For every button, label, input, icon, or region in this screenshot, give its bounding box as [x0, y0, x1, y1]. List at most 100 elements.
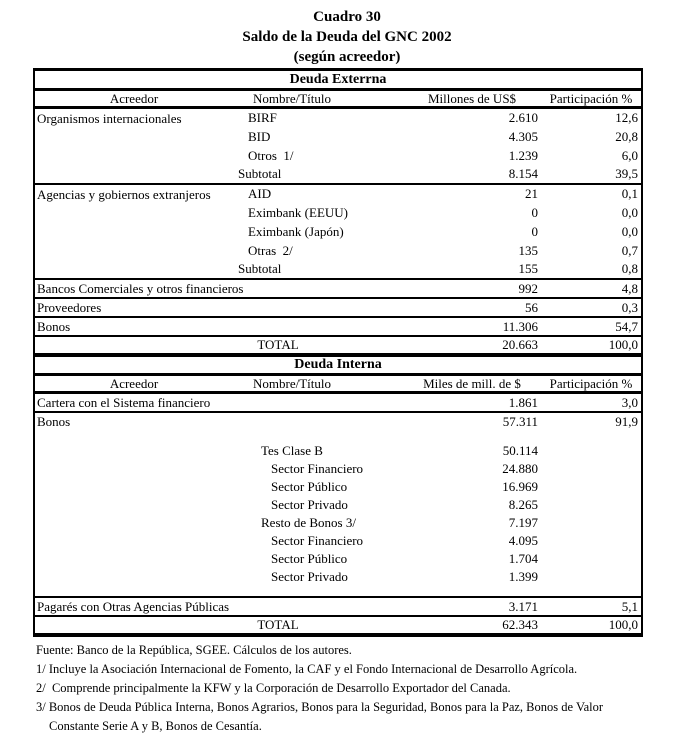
- row-bid: BID 4.305 20,8: [34, 127, 642, 146]
- cell-birf-part: 12,6: [615, 110, 639, 126]
- cell-otros1-part: 6,0: [621, 147, 639, 163]
- section-header-externa: Deuda Exterrna: [34, 69, 643, 91]
- cell-pagares-acreedor: Pagarés con Otras Agencias Públicas: [34, 595, 421, 617]
- cell-empty: [34, 532, 233, 550]
- cell-total-ext-valor: 20.663: [421, 335, 541, 357]
- row-tes-sector-publico: Sector Público 16.969: [34, 478, 642, 496]
- row-tes-clase-b: Tes Clase B 50.114: [34, 442, 642, 460]
- row-proveedores: Proveedores 56 0,3: [34, 297, 643, 318]
- row-eximbank-eeuu: Eximbank (EEUU) 0 0,0: [34, 203, 642, 222]
- cell-proveedores-part: 0,3: [541, 297, 643, 318]
- cell-total-ext-label: TOTAL: [34, 335, 421, 357]
- cell-resto-bonos-nombre: Resto de Bonos 3/: [261, 515, 356, 530]
- cell-total-ext-part: 100,0: [541, 335, 643, 357]
- cell-otros1-nombre: Otros 1/: [248, 147, 294, 163]
- title-block: Cuadro 30 Saldo de la Deuda del GNC 2002…: [0, 0, 694, 67]
- row-otras-2: Otras 2/ 135 0,7: [34, 241, 642, 260]
- cell-bancos-valor: 992: [421, 278, 541, 299]
- cell-empty: [541, 496, 642, 514]
- cell-acreedor-agencias: Agencias y gobiernos extranjeros: [34, 183, 233, 280]
- cell-birf-nombre: BIRF: [248, 110, 277, 126]
- cell-empty: [34, 568, 233, 586]
- cell-tes-clase-b-valor: 50.114: [502, 443, 538, 458]
- row-subtotal-agencias: Subtotal 155 0,8: [34, 259, 643, 280]
- row-total-interna: TOTAL 62.343 100,0: [34, 616, 642, 635]
- col-header-valor-int: Miles de mill. de $: [421, 374, 541, 394]
- col-header-part-int: Participación %: [541, 374, 643, 394]
- cell-empty: [34, 442, 233, 460]
- cell-total-int-valor: 62.343: [502, 617, 538, 632]
- footnote-3-line1: 3/ Bonos de Deuda Pública Interna, Bonos…: [36, 699, 604, 714]
- cell-empty: [34, 478, 233, 496]
- cell-tes-sector-fin-valor: 24.880: [502, 461, 538, 476]
- footnote-2: 2/ Comprende principalmente la KFW y la …: [36, 680, 511, 695]
- spacer-cell: [34, 431, 642, 442]
- header-row-externa: Acreedor Nombre/Título Millones de US$ P…: [34, 89, 643, 109]
- page-title-line2: Saldo de la Deuda del GNC 2002: [242, 29, 452, 45]
- col-header-part-ext: Participación %: [541, 89, 643, 109]
- cell-eximbank-japon-nombre: Eximbank (Japón): [248, 223, 344, 239]
- cell-eximbank-eeuu-valor: 0: [531, 204, 539, 220]
- cell-empty: [541, 442, 642, 460]
- row-tes-sector-privado: Sector Privado 8.265: [34, 496, 642, 514]
- row-aid: Agencias y gobiernos extranjeros AID 21 …: [34, 183, 642, 280]
- footnotes-block: Fuente: Banco de la República, SGEE. Cál…: [36, 641, 694, 736]
- cell-tes-sector-priv-nombre: Sector Privado: [271, 497, 348, 512]
- cell-subtotal-age-valor: 155: [421, 259, 541, 280]
- col-header-acreedor-int: Acreedor: [34, 374, 233, 394]
- cell-eximbank-eeuu-nombre: Eximbank (EEUU): [248, 204, 349, 220]
- cell-subtotal-org-valor: 8.154: [421, 164, 541, 185]
- cell-resto-sector-fin-nombre: Sector Financiero: [271, 533, 364, 548]
- cell-eximbank-japon-part: 0,0: [621, 223, 639, 239]
- cell-total-int-part: 100,0: [608, 617, 639, 632]
- cell-pagares-valor: 3.171: [421, 595, 541, 617]
- cell-eximbank-eeuu-part: 0,0: [621, 204, 639, 220]
- row-otros-1: Otros 1/ 1.239 6,0: [34, 146, 642, 165]
- row-resto-de-bonos: Resto de Bonos 3/ 7.197: [34, 514, 642, 532]
- debt-table: Deuda Exterrna Acreedor Nombre/Título Mi…: [33, 68, 644, 637]
- cell-resto-sector-fin-valor: 4.095: [508, 533, 538, 548]
- cell-tes-sector-pub-nombre: Sector Público: [271, 479, 348, 494]
- spacer-row: [34, 431, 642, 442]
- cell-bonos-ext-part: 54,7: [541, 316, 643, 337]
- cell-otras2-part: 0,7: [621, 242, 639, 258]
- cell-otras2-valor: 135: [518, 242, 539, 258]
- cell-aid-part: 0,1: [621, 186, 639, 201]
- row-total-externa: TOTAL 20.663 100,0: [34, 335, 643, 357]
- cell-tes-sector-priv-valor: 8.265: [508, 497, 538, 512]
- cell-resto-sector-priv-nombre: Sector Privado: [271, 569, 348, 584]
- row-tes-sector-financiero: Sector Financiero 24.880: [34, 460, 642, 478]
- row-pagares: Pagarés con Otras Agencias Públicas 3.17…: [34, 595, 643, 617]
- footnote-fuente: Fuente: Banco de la República, SGEE. Cál…: [36, 642, 352, 657]
- cell-otras2-nombre: Otras 2/: [248, 242, 293, 258]
- cell-tes-clase-b-nombre: Tes Clase B: [261, 443, 323, 458]
- cell-acreedor-organismos: Organismos internacionales: [34, 107, 233, 185]
- footnote-3-line2: Constante Serie A y B, Bonos de Cesantía…: [49, 718, 262, 733]
- cell-empty: [541, 550, 642, 568]
- row-subtotal-organismos: Subtotal 8.154 39,5: [34, 164, 643, 185]
- cell-cartera-acreedor: Cartera con el Sistema financiero: [34, 392, 421, 413]
- cell-subtotal-org-nombre: Subtotal: [233, 164, 421, 185]
- cell-resto-sector-pub-nombre: Sector Público: [271, 551, 348, 566]
- cell-empty: [34, 496, 233, 514]
- cell-bid-valor: 4.305: [508, 128, 538, 144]
- row-bonos-interna: Bonos 57.311 91,9: [34, 412, 642, 431]
- cell-empty: [541, 460, 642, 478]
- section-row-externa: Deuda Exterrna: [34, 69, 643, 91]
- cell-empty: [541, 514, 642, 532]
- row-birf: Organismos internacionales BIRF 2.610 12…: [34, 107, 642, 185]
- cell-proveedores-valor: 56: [421, 297, 541, 318]
- row-resto-sector-publico: Sector Público 1.704: [34, 550, 642, 568]
- cell-bancos-part: 4,8: [541, 278, 643, 299]
- col-header-nombre-int: Nombre/Título: [233, 374, 421, 394]
- cell-pagares-part: 5,1: [541, 595, 643, 617]
- cell-resto-bonos-valor: 7.197: [508, 515, 538, 530]
- page-title-line1: Cuadro 30: [313, 9, 381, 25]
- cell-total-int-label: TOTAL: [257, 617, 299, 632]
- col-header-nombre-ext: Nombre/Título: [233, 89, 421, 109]
- row-eximbank-japon: Eximbank (Japón) 0 0,0: [34, 222, 642, 241]
- cell-empty: [541, 532, 642, 550]
- cell-otros1-valor: 1.239: [508, 147, 538, 163]
- cell-tes-sector-fin-nombre: Sector Financiero: [271, 461, 364, 476]
- col-header-valor-ext: Millones de US$: [421, 89, 541, 109]
